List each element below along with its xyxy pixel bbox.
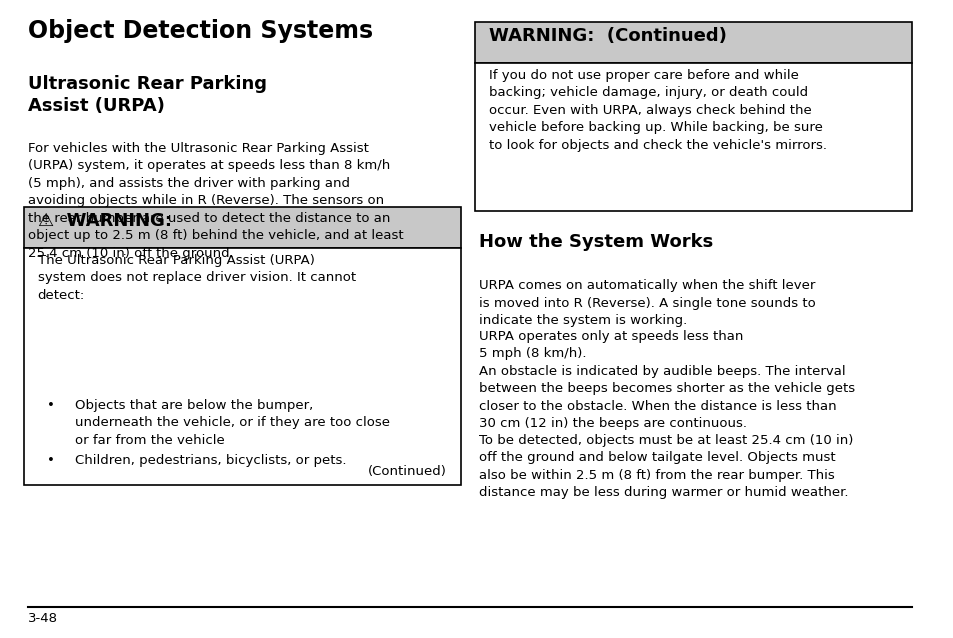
Text: WARNING:  (Continued): WARNING: (Continued) <box>488 27 726 45</box>
Text: Ultrasonic Rear Parking
Assist (URPA): Ultrasonic Rear Parking Assist (URPA) <box>29 75 267 115</box>
Text: Object Detection Systems: Object Detection Systems <box>29 19 373 43</box>
FancyBboxPatch shape <box>475 63 911 211</box>
Text: (Continued): (Continued) <box>367 466 446 478</box>
Text: The Ultrasonic Rear Parking Assist (URPA)
system does not replace driver vision.: The Ultrasonic Rear Parking Assist (URPA… <box>37 254 355 302</box>
Text: URPA operates only at speeds less than
5 mph (8 km/h).: URPA operates only at speeds less than 5… <box>479 330 743 360</box>
FancyBboxPatch shape <box>24 248 460 485</box>
Text: To be detected, objects must be at least 25.4 cm (10 in)
off the ground and belo: To be detected, objects must be at least… <box>479 434 853 500</box>
Text: ⚠  WARNING:: ⚠ WARNING: <box>37 212 172 230</box>
FancyBboxPatch shape <box>24 207 460 248</box>
Text: For vehicles with the Ultrasonic Rear Parking Assist
(URPA) system, it operates : For vehicles with the Ultrasonic Rear Pa… <box>29 142 403 260</box>
Text: Children, pedestrians, bicyclists, or pets.: Children, pedestrians, bicyclists, or pe… <box>75 454 346 467</box>
Text: URPA comes on automatically when the shift lever
is moved into R (Reverse). A si: URPA comes on automatically when the shi… <box>479 279 816 327</box>
Text: How the System Works: How the System Works <box>479 233 713 251</box>
Text: •: • <box>47 454 55 467</box>
FancyBboxPatch shape <box>475 22 911 63</box>
Text: If you do not use proper care before and while
backing; vehicle damage, injury, : If you do not use proper care before and… <box>488 69 826 152</box>
Text: 3-48: 3-48 <box>29 612 58 625</box>
Text: An obstacle is indicated by audible beeps. The interval
between the beeps become: An obstacle is indicated by audible beep… <box>479 365 855 431</box>
Text: Objects that are below the bumper,
underneath the vehicle, or if they are too cl: Objects that are below the bumper, under… <box>75 399 390 447</box>
Text: •: • <box>47 399 55 412</box>
